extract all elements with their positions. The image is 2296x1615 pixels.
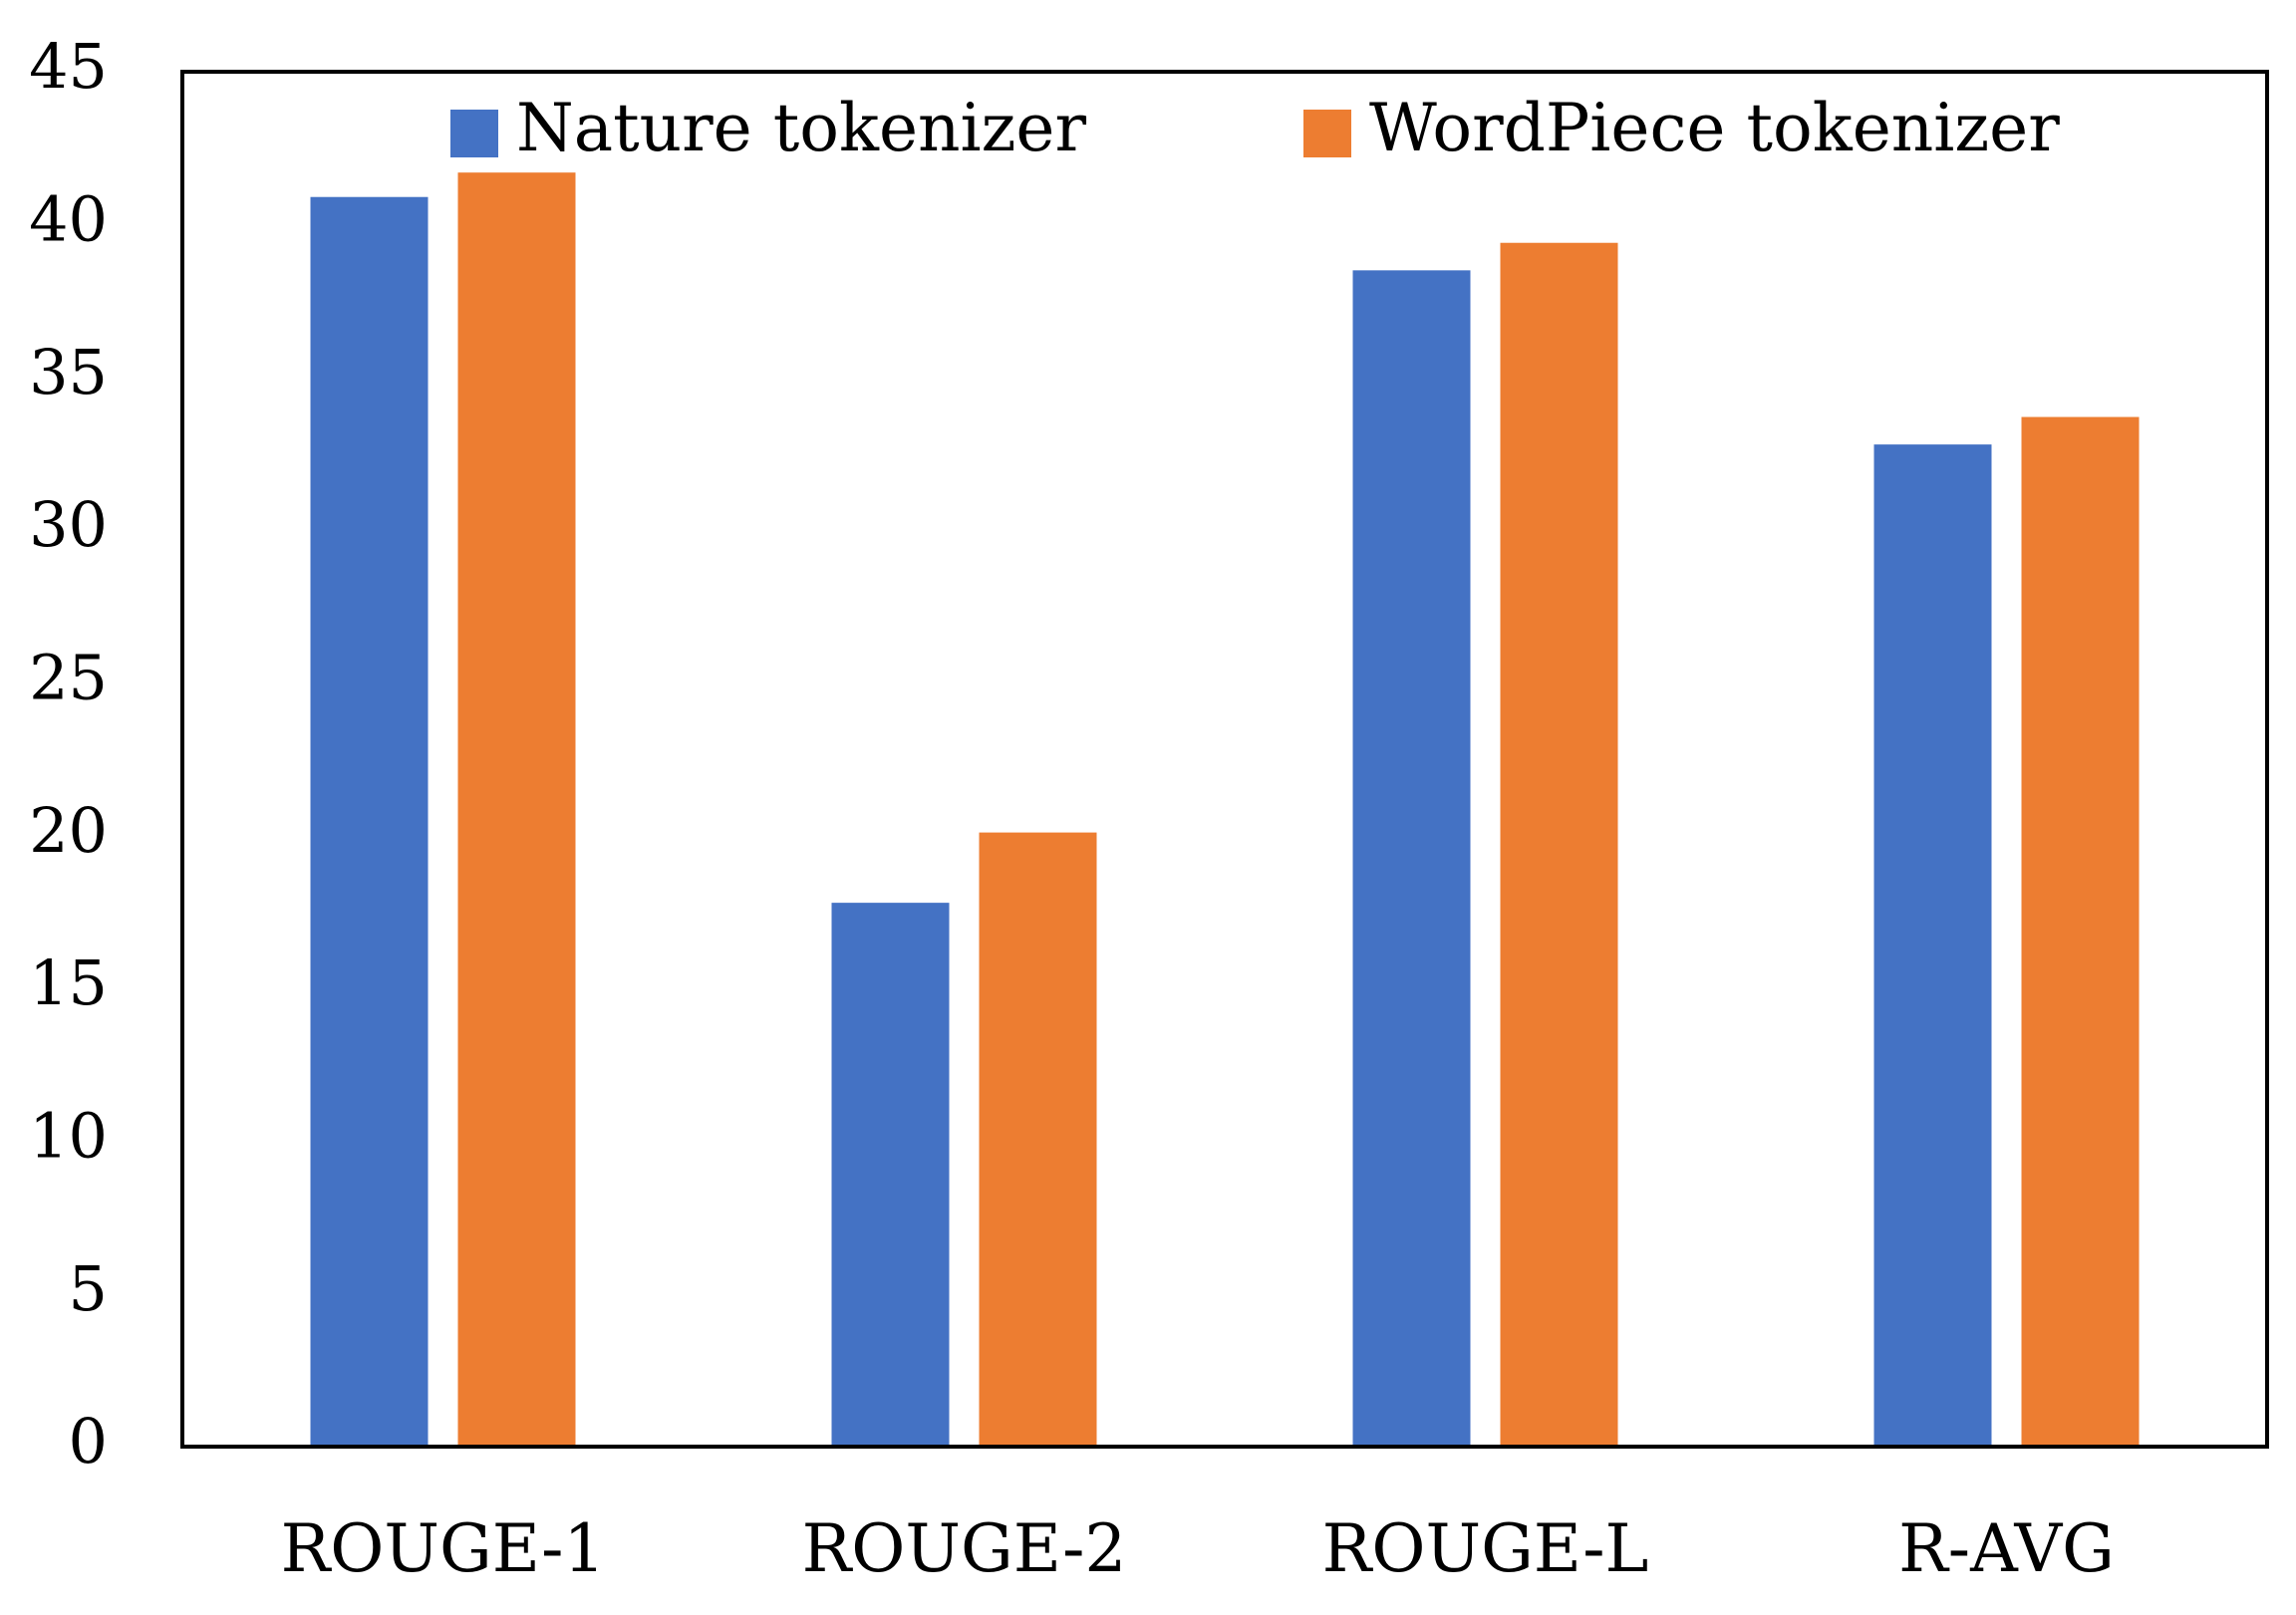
y-tick-label: 0 <box>69 1405 108 1478</box>
legend-label: Nature tokenizer <box>516 90 1086 166</box>
y-tick-label: 25 <box>29 641 108 713</box>
bar-wordpiece-rouge-1 <box>457 172 576 1448</box>
y-tick-label: 35 <box>29 336 108 408</box>
y-tick-label: 40 <box>29 182 108 255</box>
legend: Nature tokenizer WordPiece tokenizer <box>450 90 2060 166</box>
bar-wordpiece-rouge-2 <box>979 832 1097 1447</box>
x-category-label: ROUGE-2 <box>802 1510 1127 1587</box>
x-category-label: R-AVG <box>1898 1510 2115 1587</box>
y-tick-label: 15 <box>29 946 108 1019</box>
y-axis-ticks: 0 5 10 15 20 25 30 35 40 45 <box>29 30 108 1478</box>
bar-wordpiece-r-avg <box>2021 416 2140 1447</box>
y-tick-label: 10 <box>29 1099 108 1172</box>
y-tick-label: 5 <box>69 1252 108 1325</box>
y-tick-label: 30 <box>29 488 108 561</box>
x-axis-labels: ROUGE-1 ROUGE-2 ROUGE-L R-AVG <box>281 1510 2115 1587</box>
legend-swatch <box>450 110 498 157</box>
bar-wordpiece-rouge-l <box>1500 242 1618 1447</box>
bar-nature-rouge-l <box>1352 270 1471 1447</box>
bars <box>310 172 2140 1448</box>
y-tick-label: 20 <box>29 794 108 867</box>
y-tick-label: 45 <box>29 30 108 103</box>
x-category-label: ROUGE-L <box>1322 1510 1649 1587</box>
bar-nature-r-avg <box>1873 444 1992 1448</box>
legend-swatch <box>1303 110 1351 157</box>
bar-nature-rouge-1 <box>310 196 429 1447</box>
bar-nature-rouge-2 <box>831 903 950 1447</box>
legend-label: WordPiece tokenizer <box>1369 90 2060 166</box>
x-category-label: ROUGE-1 <box>281 1510 606 1587</box>
plot-frame <box>180 70 2269 1449</box>
